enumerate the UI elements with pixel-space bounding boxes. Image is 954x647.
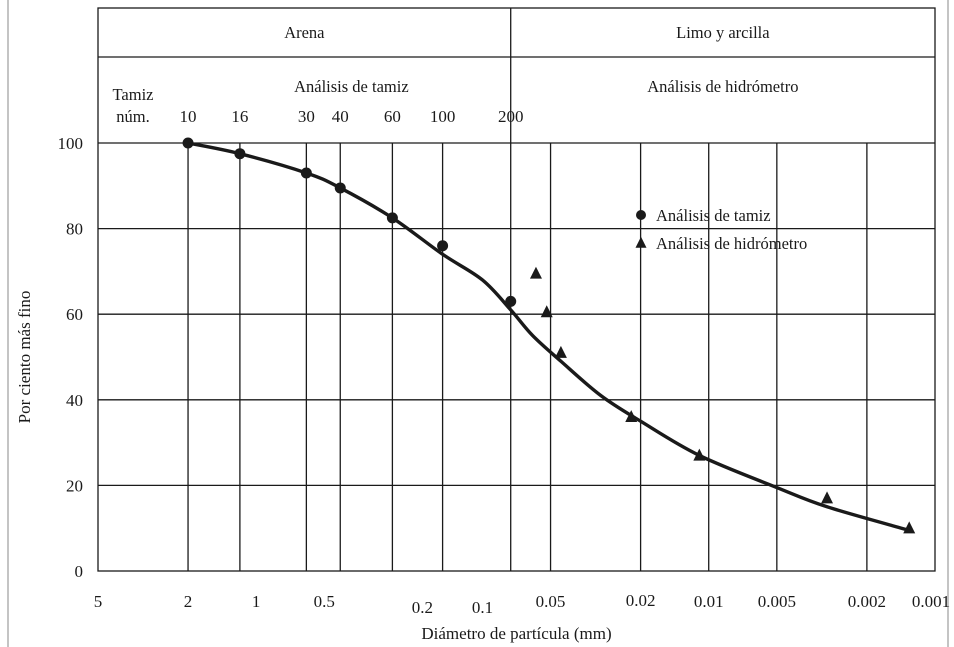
sieve-number-label: 100 bbox=[430, 107, 456, 126]
x-tick-label: 2 bbox=[184, 592, 193, 611]
legend: Análisis de tamiz Análisis de hidrómetro bbox=[635, 206, 807, 253]
band-label-limo: Limo y arcilla bbox=[676, 23, 770, 42]
y-tick-label: 40 bbox=[66, 391, 83, 410]
sieve-number-label: 60 bbox=[384, 107, 401, 126]
y-axis-title: Por ciento más fino bbox=[15, 291, 34, 424]
sieve-analysis-title: Análisis de tamiz bbox=[294, 77, 409, 96]
y-tick-label: 20 bbox=[66, 476, 83, 495]
hydrometer-point bbox=[903, 521, 916, 534]
legend-circle-icon bbox=[636, 210, 646, 220]
hydrometer-point bbox=[625, 410, 638, 423]
legend-label-sieve: Análisis de tamiz bbox=[656, 206, 771, 225]
sieve-number-label: 40 bbox=[332, 107, 349, 126]
sieve-number-label: 16 bbox=[231, 107, 248, 126]
sieve-point bbox=[505, 295, 517, 307]
sieve-number-label: 200 bbox=[498, 107, 524, 126]
sieve-number-label: 30 bbox=[298, 107, 315, 126]
y-tick-label: 60 bbox=[66, 305, 83, 324]
data-points bbox=[182, 137, 916, 534]
sieve-point bbox=[182, 137, 194, 149]
sieve-point bbox=[437, 240, 449, 252]
y-tick-label: 80 bbox=[66, 220, 83, 239]
band-label-arena: Arena bbox=[284, 23, 325, 42]
plot-frame bbox=[97, 7, 936, 572]
axis-labels: 0 20 40 60 80 100 5 2 1 0.5 0.2 0.1 0.05 0.02 0.01 0.00… bbox=[15, 134, 950, 643]
sieve-point bbox=[300, 167, 312, 179]
x-tick-label: 0.5 bbox=[314, 592, 335, 611]
x-tick-label: 5 bbox=[94, 592, 103, 611]
sieve-point bbox=[234, 148, 246, 160]
hydrometer-analysis-title: Análisis de hidrómetro bbox=[647, 77, 798, 96]
sieve-row-label: Tamiz bbox=[113, 85, 154, 104]
x-tick-label: 0.01 bbox=[694, 592, 724, 611]
sieve-point bbox=[334, 182, 346, 194]
hydrometer-point bbox=[540, 305, 553, 318]
x-axis-title: Diámetro de partícula (mm) bbox=[421, 624, 611, 643]
legend-triangle-icon bbox=[635, 236, 647, 248]
hydrometer-point bbox=[821, 491, 834, 504]
x-tick-label: 0.005 bbox=[758, 592, 796, 611]
sieve-point bbox=[386, 212, 398, 224]
sieve-row-label-num: núm. bbox=[116, 107, 149, 126]
x-tick-label: 0.02 bbox=[626, 591, 656, 610]
y-tick-label: 0 bbox=[75, 562, 84, 581]
hydrometer-point bbox=[693, 448, 706, 461]
x-tick-label: 1 bbox=[252, 592, 261, 611]
x-tick-label: 0.1 bbox=[472, 598, 493, 617]
legend-label-hydrometer: Análisis de hidrómetro bbox=[656, 234, 807, 253]
y-tick-label: 100 bbox=[58, 134, 84, 153]
sieve-number-label: 10 bbox=[180, 107, 197, 126]
grading-curve bbox=[186, 141, 911, 533]
grid bbox=[7, 0, 949, 647]
hydrometer-point bbox=[554, 345, 567, 358]
grading-curve-line bbox=[186, 141, 911, 533]
x-tick-label: 0.002 bbox=[848, 592, 886, 611]
x-tick-label: 0.2 bbox=[412, 598, 433, 617]
x-tick-label: 0.05 bbox=[536, 592, 566, 611]
x-tick-label: 0.001 bbox=[912, 592, 950, 611]
hydrometer-point bbox=[529, 266, 542, 279]
header-bands: Arena Limo y arcilla Tamiz núm. Análisis de … bbox=[113, 23, 799, 126]
